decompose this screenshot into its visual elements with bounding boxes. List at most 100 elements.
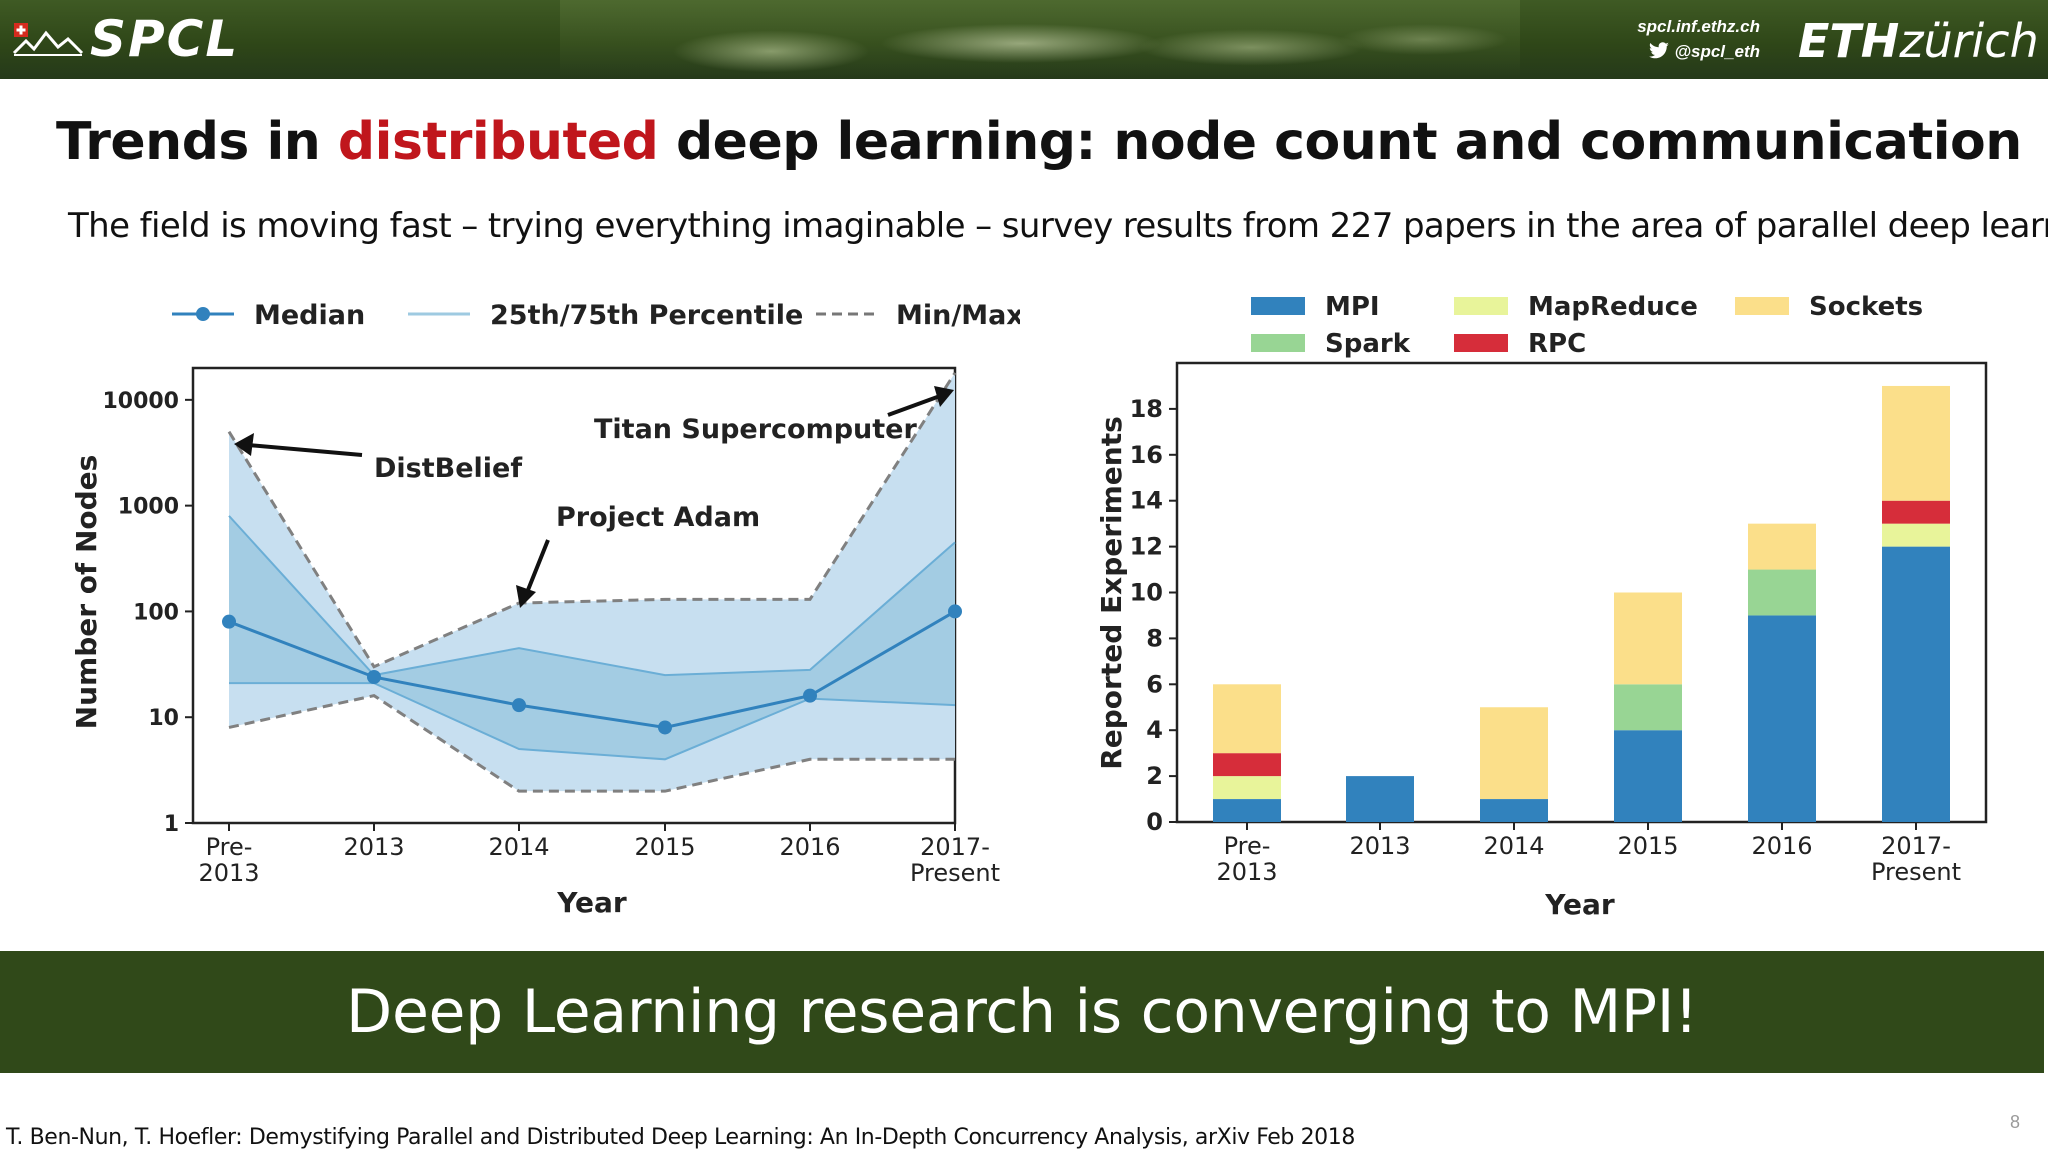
bar-mpi [1346, 776, 1414, 822]
bar-rpc [1882, 500, 1950, 524]
title-part-1: Trends in [56, 112, 338, 172]
twitter-handle: @spcl_eth [1674, 42, 1760, 61]
page-number: 8 [2010, 1112, 2021, 1132]
mountain-banner-image [560, 0, 1520, 79]
bar-spark [1614, 684, 1682, 731]
x-tick-label: 2016 [1751, 832, 1812, 860]
x-tick-label-line: Pre- [1224, 832, 1271, 860]
bar-rpc [1213, 753, 1281, 777]
legend-swatch-mapreduce [1454, 297, 1508, 315]
title-highlight: distributed [337, 112, 659, 172]
y-tick-label: 14 [1130, 487, 1163, 515]
legend-label-mapreduce: MapReduce [1528, 292, 1698, 322]
y-tick-label: 12 [1130, 533, 1163, 561]
plot-frame [1175, 361, 1988, 824]
node-chart-ylabel: Number of Nodes [70, 455, 103, 730]
annotation-titan: Titan Supercomputer [594, 414, 917, 445]
site-link[interactable]: spcl.inf.ethz.ch [1637, 17, 1760, 36]
node-count-chart: Median 25th/75th Percentile Min/Max 1 10 1… [70, 300, 1020, 919]
distbelief-arrow-head [234, 433, 254, 456]
bar-mapreduce [1213, 776, 1281, 800]
legend-percentile-label: 25th/75th Percentile [490, 300, 803, 331]
legend-median-label: Median [254, 300, 365, 331]
y-tick-label: 8 [1146, 624, 1163, 652]
max-line [227, 372, 957, 669]
spcl-logo: SPCL [12, 14, 239, 64]
x-tick-label-line: 2014 [1483, 832, 1544, 860]
citation: T. Ben-Nun, T. Hoefler: Demystifying Par… [6, 1125, 1355, 1150]
x-tick-label-line: 2017- [1881, 832, 1951, 860]
x-tick-label: 2013 [343, 833, 404, 861]
y-tick-label: 0 [1146, 808, 1163, 836]
min-line [228, 694, 955, 793]
y-tick-label: 10 [1130, 579, 1163, 607]
legend-median-marker [196, 307, 210, 321]
header-links: spcl.inf.ethz.ch @spcl_eth [1600, 14, 1760, 64]
x-tick-label: 2013 [1349, 832, 1410, 860]
title-part-2: deep learning: node count and communicat… [658, 112, 2022, 172]
legend-label-sockets: Sockets [1809, 292, 1923, 322]
bar-sockets [1614, 592, 1682, 685]
conclusion-text: Deep Learning research is converging to … [346, 977, 1698, 1047]
y-tick-label: 100 [133, 600, 179, 625]
spcl-logo-text: SPCL [90, 10, 240, 68]
p25-line [229, 682, 956, 761]
bar-sockets [1213, 684, 1281, 754]
bar-mapreduce [1882, 523, 1950, 547]
x-tick-label-line: Present [1871, 858, 1961, 886]
annotation-project-adam: Project Adam [556, 502, 760, 533]
twitter-link[interactable]: @spcl_eth [1600, 39, 1760, 64]
y-tick-label: 1 [164, 812, 179, 837]
conclusion-banner: Deep Learning research is converging to … [0, 951, 2044, 1073]
legend-swatch-rpc [1454, 334, 1508, 352]
x-tick-label-line: 2015 [634, 833, 695, 861]
swiss-mountain-icon [12, 23, 84, 56]
y-tick-label: 1000 [118, 495, 179, 520]
y-tick-label: 16 [1130, 441, 1163, 469]
x-tick-label-line: Present [910, 859, 1000, 887]
x-tick-label-line: 2013 [343, 833, 404, 861]
legend-label-rpc: RPC [1528, 329, 1586, 359]
bar-spark [1748, 569, 1816, 616]
project-adam-arrow [526, 539, 550, 591]
y-tick-label: 10 [148, 706, 179, 731]
x-tick-label-line: 2017- [920, 833, 990, 861]
legend-swatch-sockets [1735, 297, 1789, 315]
legend-minmax-label: Min/Max [896, 300, 1020, 331]
x-tick-label: 2015 [634, 833, 695, 861]
x-tick-label-line: 2015 [1617, 832, 1678, 860]
project-adam-arrow-head [516, 585, 536, 608]
legend-swatch-spark [1251, 334, 1305, 352]
annotation-distbelief: DistBelief [374, 453, 522, 484]
eth-logo-bold: ETH [1798, 14, 1900, 68]
twitter-bird-icon [1648, 42, 1669, 59]
bar-sockets [1748, 523, 1816, 570]
header-bar: SPCL spcl.inf.ethz.ch @spcl_eth ETHzüric… [0, 0, 2048, 79]
median-point [803, 688, 817, 703]
median-line [228, 610, 956, 729]
x-tick-label-line: 2013 [1216, 858, 1277, 886]
slide-subtitle: The field is moving fast – trying everyt… [68, 206, 2048, 246]
bar-mpi [1213, 799, 1281, 822]
x-tick-label-line: 2014 [488, 833, 549, 861]
distbelief-arrow [247, 443, 363, 457]
eth-zurich-logo: ETHzürich [1798, 14, 2039, 68]
median-point [512, 698, 526, 713]
bar-mpi [1480, 799, 1548, 822]
legend-swatch-mpi [1251, 297, 1305, 315]
x-tick-label-line: Pre- [206, 833, 253, 861]
x-tick-label: 2015 [1617, 832, 1678, 860]
bar-mpi [1614, 730, 1682, 822]
y-tick-label: 6 [1146, 670, 1163, 698]
median-point [658, 720, 672, 735]
comm-chart-legend: MPI Spark MapReduce RPC Sockets [1251, 292, 1923, 359]
x-tick-label: 2014 [1483, 832, 1544, 860]
x-tick-label-line: 2016 [779, 833, 840, 861]
bar-mpi [1748, 615, 1816, 822]
node-chart-xlabel: Year [556, 886, 627, 919]
legend-label-mpi: MPI [1325, 292, 1380, 322]
y-tick-label: 10000 [102, 389, 179, 414]
legend-label-spark: Spark [1325, 329, 1411, 359]
